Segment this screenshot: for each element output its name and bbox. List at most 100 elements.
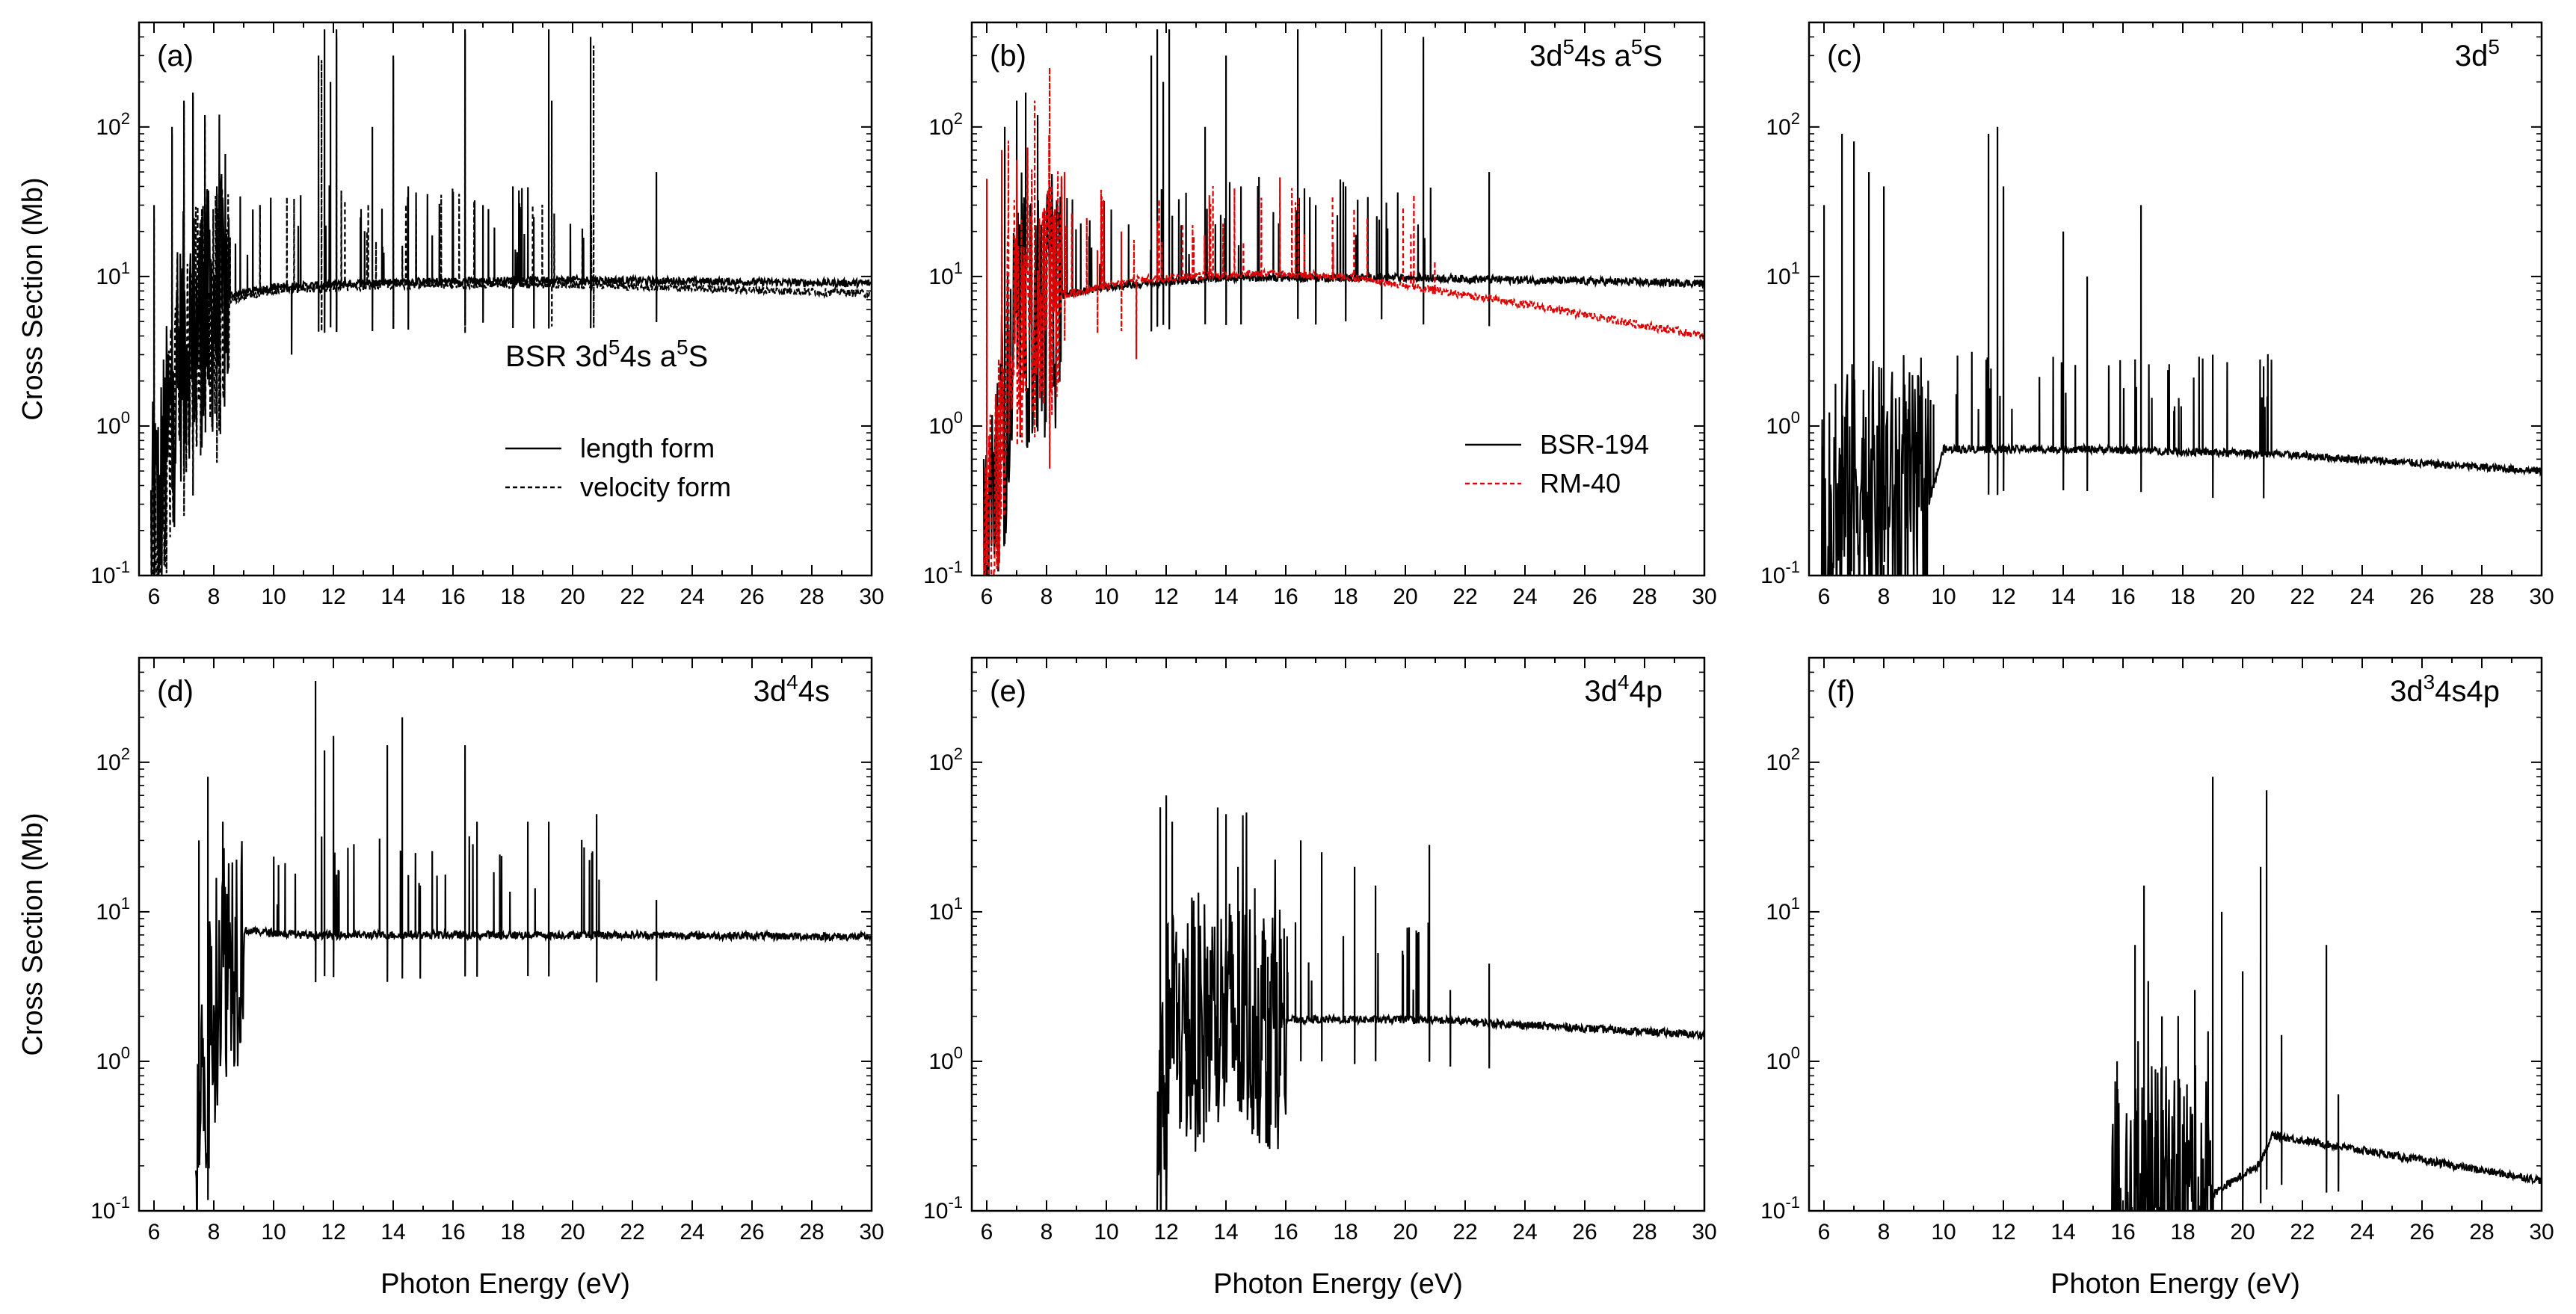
x-tick-label: 22 <box>620 1220 644 1244</box>
x-tick-label: 24 <box>2349 584 2374 609</box>
y-tick-label: 100 <box>96 1043 130 1074</box>
x-tick-label: 6 <box>981 584 993 609</box>
y-tick-label: 100 <box>96 408 130 439</box>
x-tick-label: 18 <box>500 584 525 609</box>
x-tick-label: 22 <box>620 584 644 609</box>
panel-title: 3d54s a5S <box>1529 35 1663 73</box>
x-tick-label: 30 <box>2529 1220 2554 1244</box>
x-tick-label: 18 <box>2170 1220 2195 1244</box>
plot-frame <box>1808 21 2543 577</box>
y-tick-label: 101 <box>96 894 130 925</box>
x-tick-label: 10 <box>261 1220 286 1244</box>
x-tick-label: 14 <box>380 584 405 609</box>
x-tick-label: 28 <box>1632 1220 1657 1244</box>
x-tick-label: 10 <box>261 584 286 609</box>
legend-label: length form <box>580 433 715 463</box>
x-tick-label: 14 <box>2050 1220 2075 1244</box>
x-tick-label: 26 <box>1572 1220 1597 1244</box>
panel-d: 6 8 10 12 14 16 18 20 22 24 26 28 30 10-1 100 101 102 (d)… <box>17 656 884 1300</box>
plot-frame <box>970 656 1706 1212</box>
x-tick-label: 26 <box>739 584 764 609</box>
x-tick-label: 12 <box>1153 1220 1178 1244</box>
x-tick-label: 30 <box>1692 584 1716 609</box>
x-tick-label: 18 <box>1333 1220 1358 1244</box>
x-tick-label: 8 <box>1041 584 1053 609</box>
x-tick-label: 16 <box>2110 584 2135 609</box>
series-velocity-form <box>150 34 872 576</box>
x-tick-label: 20 <box>1393 584 1417 609</box>
panel-title: BSR 3d54s a5S <box>505 336 708 373</box>
legend-label: velocity form <box>580 472 731 502</box>
y-tick-label: 10-1 <box>1760 558 1800 588</box>
panel-a: 6 8 10 12 14 16 18 20 22 24 26 28 30 10-1 100 101 102 (a)… <box>17 21 884 609</box>
y-tick-label: 10-1 <box>90 1193 130 1224</box>
y-tick-label: 101 <box>1766 894 1800 925</box>
x-tick-label: 16 <box>1273 1220 1298 1244</box>
x-tick-label: 10 <box>1931 584 1956 609</box>
x-tick-label: 8 <box>208 584 221 609</box>
y-tick-label: 100 <box>928 1043 963 1074</box>
x-axis-title: Photon Energy (eV) <box>380 1268 630 1300</box>
panel-label: (d) <box>157 675 194 708</box>
panel-c: 6 8 10 12 14 16 18 20 22 24 26 28 30 10-1 100 101 102 (c)… <box>1760 21 2554 609</box>
x-tick-label: 8 <box>1041 1220 1053 1244</box>
x-tick-label: 16 <box>440 1220 465 1244</box>
x-tick-label: 20 <box>560 584 585 609</box>
x-tick-label: 18 <box>500 1220 525 1244</box>
y-tick-label: 101 <box>928 894 963 925</box>
x-tick-label: 12 <box>1153 584 1178 609</box>
panel-title: 3d44p <box>1584 670 1663 708</box>
x-tick-label: 8 <box>1878 584 1891 609</box>
x-tick-label: 22 <box>2290 584 2314 609</box>
x-tick-label: 30 <box>859 584 884 609</box>
y-tick-label: 102 <box>96 109 130 140</box>
panel-label: (a) <box>157 40 194 73</box>
y-tick-label: 101 <box>1766 259 1800 289</box>
series-3d4-4p <box>1156 795 1704 1211</box>
plot-frame <box>138 656 873 1212</box>
x-tick-label: 28 <box>799 584 824 609</box>
series-3d5 <box>1820 126 2542 576</box>
x-tick-label: 20 <box>1393 1220 1417 1244</box>
x-tick-label: 20 <box>2230 584 2255 609</box>
x-tick-label: 10 <box>1094 584 1118 609</box>
x-tick-label: 16 <box>2110 1220 2135 1244</box>
y-tick-label: 101 <box>96 259 130 289</box>
x-tick-label: 26 <box>1572 584 1597 609</box>
x-tick-label: 22 <box>2290 1220 2314 1244</box>
y-tick-label: 102 <box>928 109 963 140</box>
y-tick-label: 10-1 <box>1760 1193 1800 1224</box>
y-tick-label: 10-1 <box>90 558 130 588</box>
x-tick-label: 24 <box>1512 1220 1537 1244</box>
x-tick-label: 26 <box>2409 1220 2434 1244</box>
x-axis-title: Photon Energy (eV) <box>2050 1268 2300 1300</box>
x-tick-label: 12 <box>1991 1220 2015 1244</box>
x-tick-label: 18 <box>1333 584 1358 609</box>
x-tick-label: 22 <box>1452 584 1477 609</box>
y-tick-label: 102 <box>928 744 963 775</box>
panel-f: 6 8 10 12 14 16 18 20 22 24 26 28 30 10-1 100 101 102 (f)… <box>1760 656 2554 1300</box>
x-tick-label: 28 <box>2469 1220 2494 1244</box>
panel-label: (c) <box>1827 40 1862 73</box>
x-tick-label: 24 <box>2349 1220 2374 1244</box>
panel-e: 6 8 10 12 14 16 18 20 22 24 26 28 30 10-1 100 101 102 (e)… <box>923 656 1717 1300</box>
x-tick-label: 10 <box>1931 1220 1956 1244</box>
y-tick-label: 10-1 <box>923 1193 963 1224</box>
y-tick-label: 10-1 <box>923 558 963 588</box>
plot-frame <box>138 21 873 577</box>
y-tick-label: 101 <box>928 259 963 289</box>
panel-label: (b) <box>990 40 1026 73</box>
y-tick-label: 100 <box>1766 1043 1800 1074</box>
panel-title: 3d44s <box>754 670 830 708</box>
x-tick-label: 28 <box>2469 584 2494 609</box>
x-tick-label: 22 <box>1452 1220 1477 1244</box>
x-tick-label: 6 <box>1818 584 1831 609</box>
x-tick-label: 14 <box>1213 1220 1238 1244</box>
series-bsr-194 <box>982 29 1704 576</box>
x-tick-label: 12 <box>321 1220 345 1244</box>
x-tick-label: 30 <box>2529 584 2554 609</box>
panel-label: (f) <box>1827 675 1855 708</box>
x-tick-label: 6 <box>148 584 161 609</box>
x-tick-label: 24 <box>1512 584 1537 609</box>
plot-frame <box>1808 656 2543 1212</box>
